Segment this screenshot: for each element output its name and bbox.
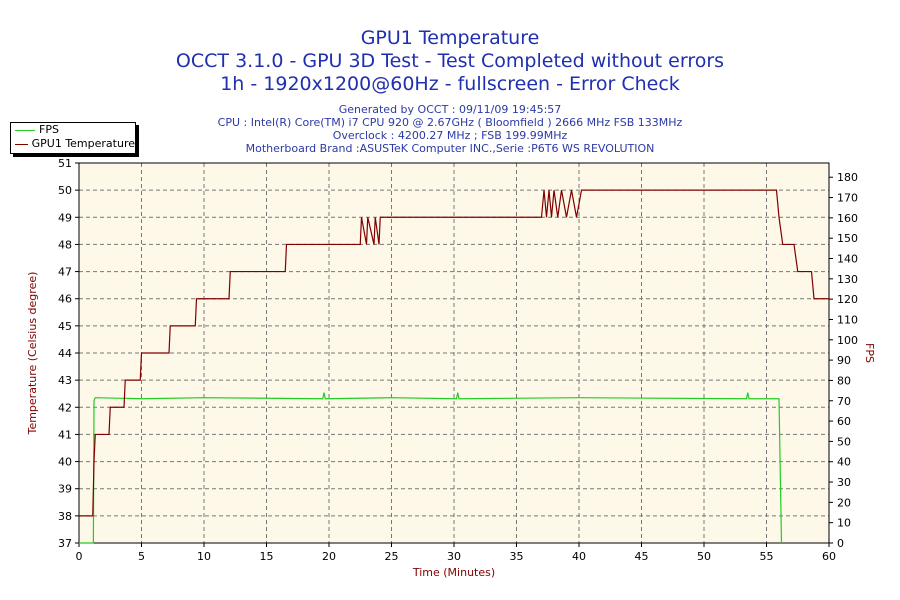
y2-tick-label: 110	[837, 313, 858, 326]
y-tick-label: 42	[58, 401, 72, 414]
x-tick-label: 60	[822, 550, 836, 563]
legend-label: FPS	[39, 123, 59, 136]
fps-line	[79, 392, 783, 544]
chart-subtitle-1: OCCT 3.1.0 - GPU 3D Test - Test Complete…	[175, 50, 725, 72]
y-axis-label: Temperature (Celsius degree)	[26, 272, 39, 436]
chart-title: GPU1 Temperature	[360, 27, 540, 49]
x-tick-label: 50	[697, 550, 711, 563]
y-tick-label: 40	[58, 456, 72, 469]
y-tick-label: 38	[58, 510, 72, 523]
y2-tick-label: 130	[837, 273, 858, 286]
x-tick-label: 55	[760, 550, 774, 563]
y2-tick-label: 170	[837, 192, 858, 205]
legend-swatch-fps	[15, 129, 35, 131]
plot-border	[78, 162, 830, 544]
x-tick-label: 30	[447, 550, 461, 563]
y2-tick-label: 160	[837, 212, 858, 225]
y2-tick-label: 90	[837, 354, 851, 367]
y2-tick-label: 10	[837, 517, 851, 530]
y-tick-label: 39	[58, 483, 72, 496]
y-tick-label: 45	[58, 320, 72, 333]
x-tick-label: 10	[197, 550, 211, 563]
y2-tick-label: 140	[837, 253, 858, 266]
x-tick-label: 5	[138, 550, 145, 563]
y2-tick-label: 30	[837, 476, 851, 489]
x-tick-label: 15	[260, 550, 274, 563]
info-overclock: Overclock : 4200.27 MHz ; FSB 199.99MHz	[332, 129, 568, 142]
y2-tick-label: 50	[837, 435, 851, 448]
y-tick-label: 47	[58, 266, 72, 279]
y-tick-label: 41	[58, 428, 72, 441]
y2-tick-label: 60	[837, 415, 851, 428]
y-tick-label: 43	[58, 374, 72, 387]
y-tick-label: 48	[58, 238, 72, 251]
x-tick-label: 0	[76, 550, 83, 563]
legend-item-fps: FPS	[11, 123, 135, 137]
x-axis-label: Time (Minutes)	[412, 566, 495, 579]
info-cpu: CPU : Intel(R) Core(TM) i7 CPU 920 @ 2.6…	[217, 116, 683, 129]
temperature-line	[79, 189, 829, 517]
x-tick-label: 45	[635, 550, 649, 563]
y-tick-label: 44	[58, 347, 72, 360]
y2-tick-label: 70	[837, 395, 851, 408]
y-tick-label: 51	[58, 157, 72, 170]
info-generated: Generated by OCCT : 09/11/09 19:45:57	[338, 103, 562, 116]
y2-tick-label: 180	[837, 171, 858, 184]
legend-item-temp: GPU1 Temperature	[11, 137, 135, 151]
y-tick-label: 50	[58, 184, 72, 197]
chart-subtitle-2: 1h - 1920x1200@60Hz - fullscreen - Error…	[220, 73, 680, 95]
y-tick-label: 46	[58, 293, 72, 306]
info-motherboard: Motherboard Brand :ASUSTeK Computer INC.…	[245, 142, 655, 155]
y2-tick-label: 40	[837, 456, 851, 469]
y2-tick-label: 120	[837, 293, 858, 306]
y2-tick-label: 0	[837, 537, 844, 550]
legend-swatch-temp	[15, 143, 28, 145]
y-tick-label: 49	[58, 211, 72, 224]
y2-tick-label: 100	[837, 334, 858, 347]
x-tick-label: 20	[322, 550, 336, 563]
y2-tick-label: 150	[837, 232, 858, 245]
x-tick-label: 35	[510, 550, 524, 563]
y2-tick-label: 80	[837, 374, 851, 387]
x-tick-label: 40	[572, 550, 586, 563]
y-tick-label: 37	[58, 537, 72, 550]
legend-label: GPU1 Temperature	[31, 137, 135, 150]
y2-tick-label: 20	[837, 496, 851, 509]
legend: FPS GPU1 Temperature	[10, 122, 136, 154]
y2-axis-label: FPS	[863, 343, 876, 363]
x-tick-label: 25	[385, 550, 399, 563]
